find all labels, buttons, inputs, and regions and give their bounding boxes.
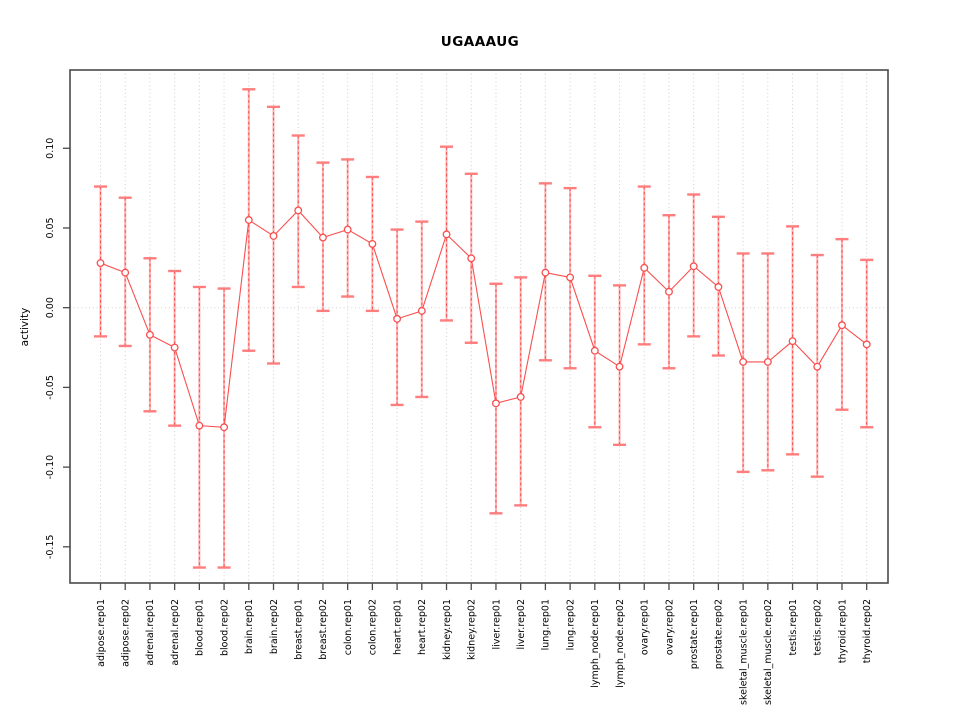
- data-point: [294, 206, 303, 215]
- x-tick-label: adrenal.rep02: [170, 599, 181, 666]
- x-tick-label: brain.rep02: [269, 599, 280, 654]
- data-point: [417, 306, 426, 315]
- data-point: [170, 343, 179, 352]
- series-line: [100, 209, 868, 428]
- x-tick-label: skeletal_muscle.rep01: [738, 599, 749, 705]
- x-tick-label: lung.rep01: [541, 599, 552, 650]
- x-tick-label: skeletal_muscle.rep02: [763, 599, 774, 705]
- y-tick-label: 0.05: [45, 217, 56, 238]
- data-point: [689, 262, 698, 271]
- data-point: [442, 230, 451, 239]
- x-tick-label: blood.rep02: [219, 599, 230, 656]
- x-tick-label: heart.rep02: [417, 599, 428, 655]
- data-point: [665, 287, 673, 296]
- data-point: [195, 421, 204, 430]
- x-tick-label: kidney.rep02: [467, 599, 478, 660]
- x-tick-label: ovary.rep02: [664, 599, 675, 655]
- data-point: [788, 337, 797, 346]
- x-tick-label: blood.rep01: [195, 599, 206, 656]
- data-point: [220, 423, 229, 432]
- data-point: [343, 225, 352, 234]
- y-tick-label: -0.05: [45, 375, 56, 400]
- y-tick-label: -0.15: [45, 535, 56, 560]
- x-tick-label: lymph_node.rep02: [615, 599, 626, 688]
- data-point: [244, 216, 253, 224]
- x-tick-label: breast.rep02: [318, 599, 329, 660]
- y-tick-label: 0.10: [45, 138, 56, 159]
- data-point: [121, 268, 130, 277]
- data-point: [541, 268, 550, 277]
- data-point: [590, 346, 599, 355]
- y-tick-label: -0.10: [45, 455, 56, 480]
- x-tick-label: ovary.rep01: [640, 599, 651, 655]
- data-point: [145, 330, 154, 339]
- x-tick-label: colon.rep02: [368, 599, 379, 655]
- y-tick-label: 0.00: [45, 297, 56, 318]
- x-tick-label: colon.rep01: [343, 599, 354, 655]
- x-tick-label: heart.rep01: [392, 599, 403, 655]
- x-tick-label: thyroid.rep02: [862, 599, 873, 663]
- data-point: [838, 321, 846, 330]
- x-tick-label: liver.rep02: [516, 599, 527, 649]
- x-tick-label: breast.rep01: [294, 599, 305, 660]
- x-tick-label: liver.rep01: [491, 599, 502, 649]
- x-tick-label: thyroid.rep01: [837, 599, 848, 663]
- data-point: [467, 254, 476, 263]
- data-point: [739, 357, 748, 366]
- x-tick-label: adrenal.rep01: [145, 599, 156, 666]
- x-tick-label: testis.rep01: [788, 599, 799, 656]
- data-point: [269, 232, 278, 240]
- data-point: [393, 314, 402, 323]
- data-point: [318, 233, 327, 242]
- data-point: [763, 357, 772, 366]
- data-point: [368, 239, 377, 248]
- data-point: [615, 362, 624, 371]
- data-point: [516, 393, 525, 401]
- data-point: [492, 399, 500, 408]
- x-tick-label: testis.rep02: [813, 599, 824, 656]
- data-point: [96, 259, 105, 268]
- x-tick-label: adipose.rep02: [121, 599, 132, 667]
- data-point: [640, 263, 649, 272]
- x-tick-label: brain.rep01: [244, 599, 255, 654]
- data-point: [813, 362, 822, 371]
- x-tick-label: lymph_node.rep01: [590, 599, 601, 688]
- data-point: [714, 283, 723, 291]
- data-point: [566, 273, 575, 282]
- plot-border: [69, 69, 889, 584]
- x-tick-label: adipose.rep01: [96, 599, 107, 667]
- x-tick-label: kidney.rep01: [442, 599, 453, 660]
- x-tick-label: prostate.rep01: [689, 599, 700, 669]
- chart-title: UGAAAUG: [440, 34, 520, 50]
- x-tick-label: lung.rep02: [565, 599, 576, 650]
- x-tick-label: prostate.rep02: [714, 599, 725, 669]
- data-point: [862, 340, 871, 349]
